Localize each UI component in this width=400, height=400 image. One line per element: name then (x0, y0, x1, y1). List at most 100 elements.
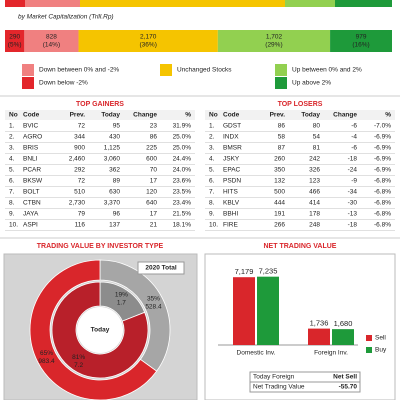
total-label-bg (137, 261, 185, 275)
legend-swatch (275, 77, 287, 89)
table-cell: 444 (274, 200, 285, 207)
table-cell: 466 (309, 189, 320, 196)
table-cell: BBHI (223, 211, 238, 218)
table-cell: 87 (278, 145, 286, 152)
section-title: TRADING VALUE BY INVESTOR TYPE (37, 243, 164, 250)
table-cell: -6.9% (374, 167, 391, 174)
table-cell: GDST (223, 123, 241, 130)
table-header: Code (223, 112, 240, 119)
prev-strip (25, 0, 80, 7)
donut-share: 35% (147, 295, 160, 302)
table-cell: 225 (146, 145, 157, 152)
donut-share: 19% (115, 291, 128, 298)
table-cell: -30 (348, 200, 358, 207)
table-header: Prev. (270, 112, 286, 119)
table-cell: 89 (113, 178, 121, 185)
cap-share: (29%) (265, 42, 282, 49)
cap-segment (78, 30, 218, 52)
legend-swatch (366, 347, 372, 353)
table-cell: BNLI (23, 156, 38, 163)
table-cell: 8. (209, 200, 215, 207)
table-header: % (185, 112, 191, 119)
table-cell: -7.0% (374, 123, 391, 130)
table-cell: 414 (309, 200, 320, 207)
table-cell: 21 (150, 222, 158, 229)
donut-segment (29, 259, 158, 400)
prev-strip (335, 0, 392, 7)
table-cell: BOLT (23, 189, 40, 196)
table-cell: 23.6% (173, 178, 192, 185)
table-cell: 362 (109, 167, 120, 174)
table-cell: -18 (348, 156, 358, 163)
table-header: No (9, 112, 18, 119)
table-cell: 5. (209, 167, 215, 174)
table-cell: 116 (75, 222, 86, 229)
cap-value: 290 (9, 34, 20, 41)
table-cell: 2. (9, 134, 15, 141)
table-cell: PCAR (23, 167, 41, 174)
section-title: TOP LOSERS (278, 101, 323, 108)
cap-share: (16%) (352, 42, 369, 49)
cap-share: (14%) (43, 42, 60, 49)
table-cell: 4. (9, 156, 15, 163)
table-cell: 326 (309, 167, 320, 174)
table-cell: -6.9% (374, 145, 391, 152)
table-cell: PSDN (223, 178, 241, 185)
donut-value: 7.2 (74, 362, 83, 369)
table-cell: 123 (309, 178, 320, 185)
info-label: Net Trading Value (253, 384, 305, 391)
table-cell: -6.8% (374, 211, 391, 218)
table-cell: 510 (74, 189, 85, 196)
total-label: 2020 Total (145, 265, 177, 272)
table-header: % (385, 112, 391, 119)
table-cell: 21.5% (173, 211, 192, 218)
table-cell: 72 (78, 178, 86, 185)
table-header-bg (205, 110, 395, 120)
table-cell: 7. (9, 189, 15, 196)
cap-value: 979 (356, 34, 367, 41)
table-cell: 500 (274, 189, 285, 196)
table-cell: 640 (146, 200, 157, 207)
table-header-bg (5, 110, 195, 120)
table-cell: 9. (209, 211, 215, 218)
legend-swatch (366, 335, 372, 341)
table-cell: 6. (9, 178, 15, 185)
table-cell: 2. (209, 134, 215, 141)
center-label: Today (91, 327, 110, 334)
table-cell: 70 (150, 167, 158, 174)
section-title: NET TRADING VALUE (264, 243, 337, 250)
table-cell: 2,460 (69, 156, 86, 163)
table-cell: -6.8% (374, 222, 391, 229)
table-cell: 7. (209, 189, 215, 196)
table-cell: 58 (278, 134, 286, 141)
table-cell: -13 (348, 211, 358, 218)
table-cell: 54 (313, 134, 321, 141)
prev-strip (5, 0, 25, 7)
table-cell: ASPI (23, 222, 38, 229)
table-cell: 25.0% (173, 134, 192, 141)
cap-segment (330, 30, 392, 52)
category-label: Domestic Inv. (237, 350, 276, 357)
table-header: Change (333, 112, 357, 119)
table-cell: 4. (209, 156, 215, 163)
table-cell: 24.0% (173, 167, 192, 174)
table-header: Change (133, 112, 157, 119)
table-cell: -24 (348, 167, 358, 174)
section-title: TOP GAINERS (76, 101, 124, 108)
info-value: Net Sell (333, 374, 357, 381)
table-cell: 120 (146, 189, 157, 196)
table-cell: -9 (351, 178, 357, 185)
table-cell: 23 (150, 123, 158, 130)
bar-label: 1,736 (310, 319, 329, 328)
cap-segment (5, 30, 25, 52)
donut-value: 528.4 (145, 303, 162, 310)
table-cell: 86 (150, 134, 158, 141)
table-cell: 344 (74, 134, 85, 141)
bar (332, 329, 354, 345)
table-cell: KBLV (223, 200, 240, 207)
table-cell: -6 (351, 145, 357, 152)
donut-center (77, 307, 123, 353)
table-cell: 79 (78, 211, 86, 218)
bar (233, 277, 255, 345)
